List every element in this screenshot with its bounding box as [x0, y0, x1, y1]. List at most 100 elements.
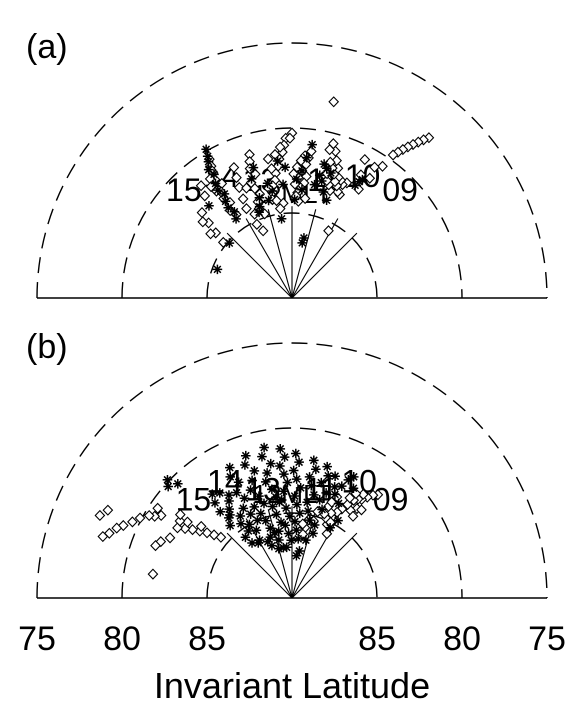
data-point-asterisk	[223, 202, 234, 213]
data-point-asterisk	[212, 264, 223, 275]
data-point-asterisk	[259, 498, 269, 509]
data-point-asterisk	[291, 174, 302, 184]
data-point-asterisk	[330, 489, 340, 500]
data-point-diamond	[257, 225, 269, 237]
data-point-asterisk	[303, 506, 313, 516]
latitude-circle-75	[36, 342, 548, 599]
data-point-asterisk	[329, 482, 340, 492]
data-point-asterisk	[330, 471, 340, 482]
data-point-asterisk	[224, 462, 235, 473]
data-point-diamond	[367, 489, 379, 501]
data-point-diamond	[284, 132, 296, 144]
data-point-asterisk	[299, 233, 309, 243]
data-point-asterisk	[272, 156, 283, 166]
data-point-asterisk	[224, 513, 234, 523]
data-point-asterisk	[297, 184, 307, 195]
data-point-asterisk	[201, 144, 211, 155]
data-point-asterisk	[249, 502, 260, 512]
data-point-diamond	[97, 530, 109, 543]
data-point-asterisk	[265, 532, 276, 542]
data-point-asterisk	[253, 538, 264, 548]
data-point-asterisk	[333, 498, 344, 509]
data-point-diamond	[102, 504, 114, 516]
data-point-asterisk	[248, 162, 259, 173]
data-point-asterisk	[321, 195, 332, 206]
data-point-diamond	[297, 518, 309, 530]
data-point-asterisk	[354, 176, 364, 187]
mlt-spoke-09	[291, 232, 358, 299]
mlt-label-15: 15	[166, 172, 202, 208]
data-point-asterisk	[240, 450, 251, 461]
mlt-spoke-11	[291, 209, 317, 299]
data-point-asterisk	[323, 470, 334, 481]
data-point-asterisk	[263, 195, 274, 206]
data-point-diamond	[174, 508, 186, 521]
mlt-label-09: 09	[382, 172, 418, 208]
data-point-diamond	[249, 182, 261, 195]
data-point-asterisk	[278, 486, 289, 497]
data-point-diamond	[274, 141, 286, 153]
data-point-diamond	[251, 218, 263, 230]
data-point-diamond	[134, 512, 146, 524]
data-point-asterisk	[202, 151, 213, 162]
data-point-diamond	[323, 225, 334, 237]
latitude-tick-80: 80	[103, 620, 141, 658]
data-point-diamond	[274, 203, 286, 215]
data-point-asterisk	[309, 179, 320, 190]
data-point-diamond	[228, 161, 240, 174]
data-point-asterisk	[309, 520, 320, 530]
data-point-asterisk	[236, 518, 246, 529]
data-point-asterisk	[233, 477, 244, 488]
data-point-asterisk	[262, 468, 272, 478]
data-point-asterisk	[229, 206, 240, 217]
data-point-asterisk	[321, 488, 331, 498]
data-point-asterisk	[314, 495, 325, 505]
data-point-asterisk	[262, 178, 273, 189]
data-point-asterisk	[224, 490, 234, 500]
data-point-asterisk	[286, 535, 297, 546]
data-point-asterisk	[326, 168, 336, 178]
data-point-asterisk	[304, 472, 315, 482]
data-point-asterisk	[318, 187, 329, 197]
data-point-asterisk	[247, 475, 257, 486]
data-point-diamond	[237, 193, 249, 205]
data-point-asterisk	[302, 497, 312, 508]
data-point-asterisk	[350, 180, 360, 191]
latitude-circle-75	[36, 42, 548, 299]
data-point-diamond	[266, 163, 277, 175]
data-point-asterisk	[274, 535, 284, 545]
data-point-asterisk	[289, 194, 300, 205]
data-point-asterisk	[307, 139, 317, 150]
data-point-asterisk	[203, 164, 214, 175]
data-point-asterisk	[235, 511, 246, 521]
mlt-spoke-13	[267, 209, 293, 299]
data-point-asterisk	[260, 515, 271, 526]
data-point-asterisk	[231, 487, 242, 498]
data-point-asterisk	[288, 465, 299, 476]
data-point-diamond	[231, 171, 242, 184]
data-point-asterisk	[240, 460, 250, 470]
data-point-asterisk	[259, 442, 269, 453]
data-point-asterisk	[316, 176, 327, 186]
data-point-asterisk	[207, 489, 218, 499]
latitude-tick-80: 80	[443, 620, 481, 658]
data-point-asterisk	[336, 481, 347, 491]
latitude-tick-85: 85	[358, 620, 396, 658]
data-point-asterisk	[308, 528, 318, 539]
data-point-diamond	[195, 520, 207, 533]
data-point-asterisk	[245, 509, 256, 519]
data-point-diamond	[147, 568, 159, 580]
data-point-asterisk	[243, 526, 254, 536]
data-point-asterisk	[204, 200, 214, 211]
mlt-spoke-13	[267, 509, 293, 599]
data-point-asterisk	[254, 535, 265, 545]
data-point-asterisk	[254, 192, 265, 203]
data-point-asterisk	[316, 477, 327, 488]
data-point-diamond	[377, 160, 388, 172]
data-point-asterisk	[244, 519, 255, 530]
data-point-diamond	[289, 178, 301, 190]
data-point-asterisk	[225, 520, 235, 531]
data-point-asterisk	[257, 451, 267, 462]
data-point-asterisk	[282, 477, 293, 488]
